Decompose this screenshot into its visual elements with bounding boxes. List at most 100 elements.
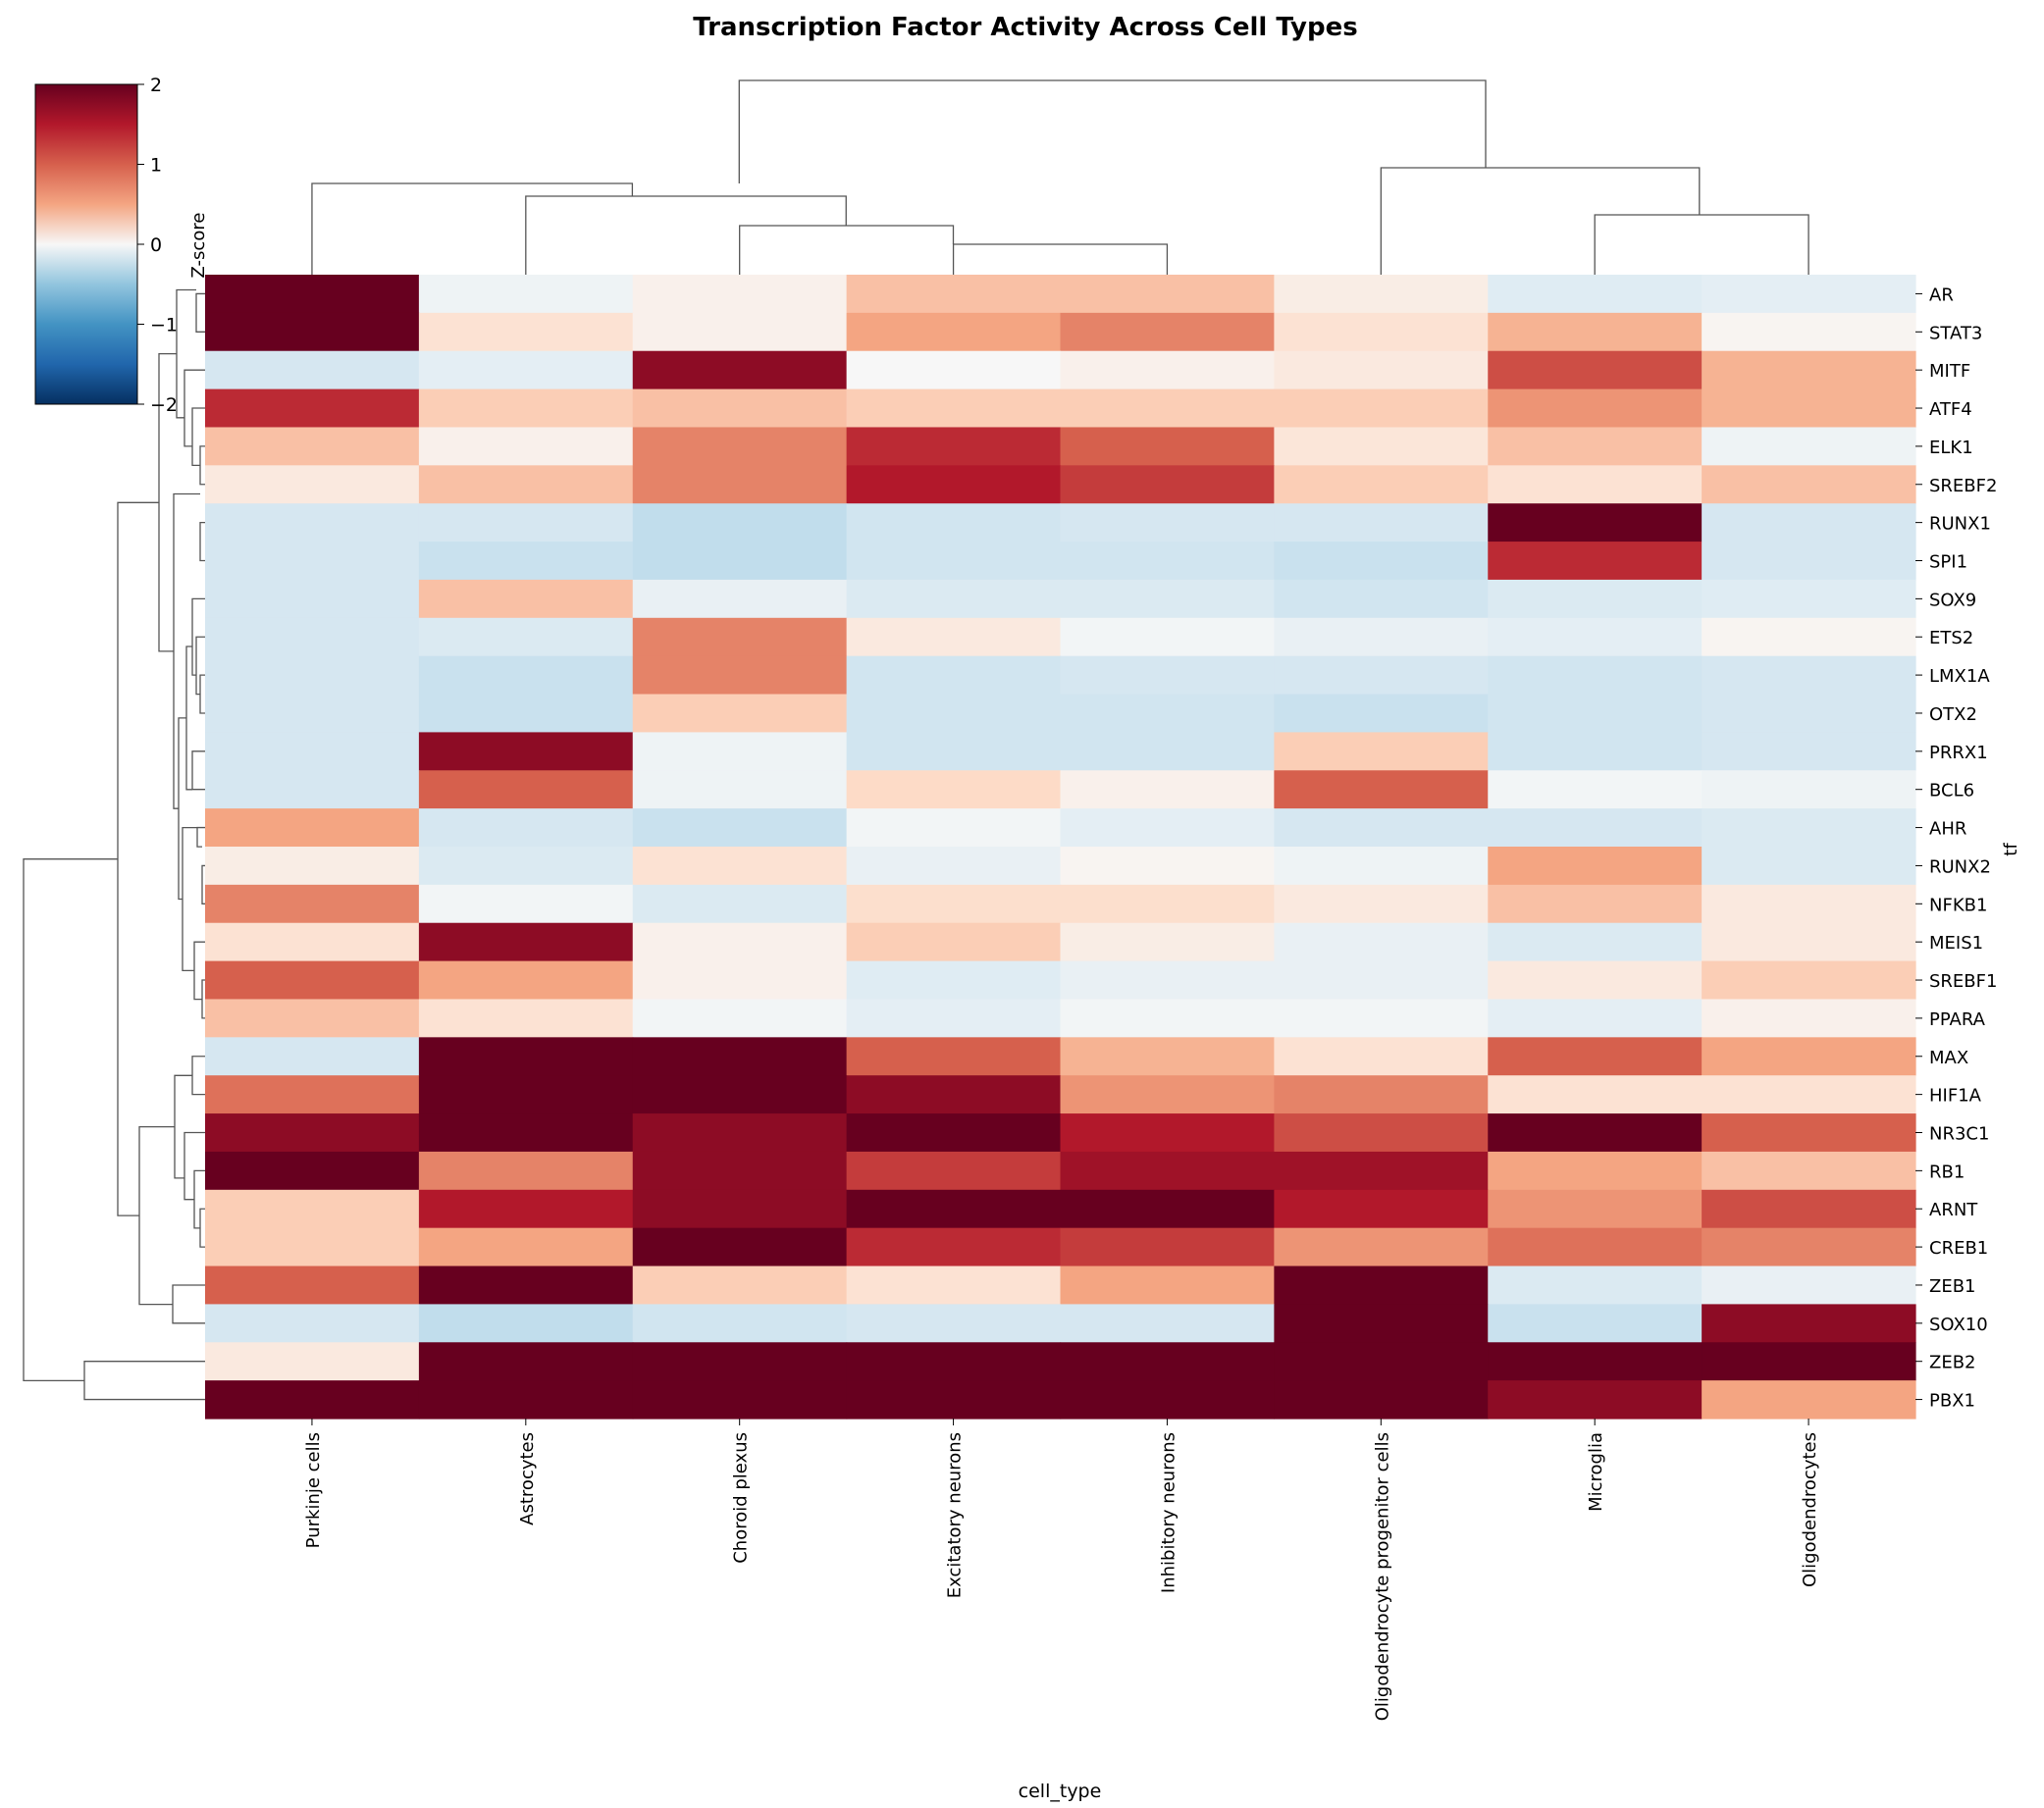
heatmap-cell <box>632 884 848 924</box>
heatmap-cell <box>205 999 420 1038</box>
heatmap-cell <box>1060 275 1275 314</box>
heatmap-cell <box>418 960 634 1001</box>
heatmap-cell <box>846 1189 1062 1229</box>
row-dendrogram-link <box>191 407 205 467</box>
heatmap-cell <box>846 1037 1062 1076</box>
heatmap-cell <box>1274 655 1489 696</box>
heatmap-cell <box>846 312 1062 352</box>
heatmap-cell <box>846 1075 1062 1114</box>
heatmap-cell <box>1702 732 1916 771</box>
heatmap-cell <box>1488 847 1703 886</box>
heatmap-cell <box>632 579 848 619</box>
heatmap-cell <box>1060 884 1275 924</box>
heatmap-cell <box>1060 1075 1275 1114</box>
row-dendrogram-link <box>199 445 205 486</box>
row-label: HIF1A <box>1929 1086 1982 1107</box>
heatmap-cell <box>1274 1380 1489 1420</box>
heatmap-cell <box>205 465 420 504</box>
row-label: PPARA <box>1929 1009 1986 1030</box>
heatmap-cell <box>1702 350 1916 390</box>
colorbar-tick-label: −2 <box>150 394 178 416</box>
column-dendrogram-link <box>1380 167 1701 275</box>
row-label: ZEB1 <box>1929 1276 1976 1297</box>
heatmap-cell <box>205 312 420 352</box>
heatmap-cell <box>1702 1304 1916 1343</box>
row-label: AR <box>1929 284 1954 305</box>
heatmap-cell <box>1274 350 1489 390</box>
heatmap-cell <box>418 1227 634 1267</box>
row-label: SPI1 <box>1929 552 1967 573</box>
heatmap-cell <box>1488 465 1703 504</box>
heatmap-cell <box>1488 312 1703 352</box>
heatmap-cell <box>205 1227 420 1267</box>
heatmap-cell <box>1274 465 1489 504</box>
heatmap-cell <box>846 884 1062 924</box>
heatmap-cell <box>205 1037 420 1076</box>
row-label: PBX1 <box>1929 1391 1975 1412</box>
column-label: Oligodendrocytes <box>1800 1432 1820 1587</box>
heatmap-cell <box>1702 1151 1916 1191</box>
heatmap-cell <box>205 1266 420 1305</box>
heatmap-cell <box>632 275 848 314</box>
heatmap-cell <box>846 579 1062 619</box>
heatmap-cell <box>418 847 634 886</box>
row-dendrogram-link <box>182 826 197 972</box>
heatmap-cell <box>632 1113 848 1153</box>
row-dendrogram-link <box>199 674 205 714</box>
row-dendrogram-link <box>183 369 205 447</box>
heatmap-cell <box>1702 1227 1916 1267</box>
heatmap-cell <box>418 808 634 848</box>
heatmap-cell <box>205 579 420 619</box>
heatmap-cell <box>1488 617 1703 657</box>
heatmap-cell <box>1060 1342 1275 1381</box>
heatmap-cells <box>205 275 1916 1420</box>
heatmap-cell <box>1274 694 1489 733</box>
column-dendrogram-link <box>1594 214 1809 275</box>
heatmap-cell <box>632 808 848 848</box>
heatmap-cell <box>1702 1266 1916 1305</box>
heatmap-cell <box>1488 1227 1703 1267</box>
row-dendrogram-link <box>195 292 205 333</box>
heatmap-cell <box>418 655 634 696</box>
heatmap-cell <box>1060 617 1275 657</box>
heatmap-cell <box>1702 503 1916 542</box>
heatmap-cell <box>632 427 848 466</box>
colorbar-ticks: 2 1 0 −1 −2 <box>137 75 178 416</box>
heatmap-cell <box>1488 503 1703 542</box>
heatmap-cell <box>1274 999 1489 1038</box>
heatmap-cell <box>846 999 1062 1038</box>
row-dendrogram-link <box>117 501 159 1216</box>
row-label: BCL6 <box>1929 781 1974 801</box>
heatmap-cell <box>1702 275 1916 314</box>
heatmap-cell <box>846 847 1062 886</box>
heatmap-cell <box>1702 770 1916 809</box>
column-label: Purkinje cells <box>303 1432 324 1548</box>
row-label: PRRX1 <box>1929 743 1988 763</box>
heatmap-cell <box>418 275 634 314</box>
heatmap-cell <box>1060 1189 1275 1229</box>
heatmap-cell <box>1274 922 1489 962</box>
heatmap-cell <box>418 503 634 542</box>
heatmap-cell <box>418 1189 634 1229</box>
heatmap-cell <box>1060 1227 1275 1267</box>
heatmap-cell <box>205 847 420 886</box>
heatmap-cell <box>846 922 1062 962</box>
heatmap-cell <box>418 617 634 657</box>
heatmap-cell <box>1274 542 1489 581</box>
heatmap-cell <box>632 1380 848 1420</box>
row-dendrogram-link <box>176 288 196 419</box>
heatmap-cell <box>846 808 1062 848</box>
row-dendrogram-link <box>191 597 205 676</box>
heatmap-cell <box>846 1342 1062 1381</box>
heatmap-cell <box>846 617 1062 657</box>
row-dendrogram-link <box>83 1361 205 1401</box>
heatmap-cell <box>205 1342 420 1381</box>
row-dendrogram-link <box>191 1056 205 1096</box>
row-label: LMX1A <box>1929 666 1990 687</box>
heatmap-cell <box>205 694 420 733</box>
colorbar-tick-label: 0 <box>150 234 162 256</box>
row-dendrogram-link <box>201 979 205 1019</box>
heatmap-cell <box>1274 1342 1489 1381</box>
heatmap-cell <box>205 884 420 924</box>
heatmap-cell <box>1060 960 1275 1001</box>
